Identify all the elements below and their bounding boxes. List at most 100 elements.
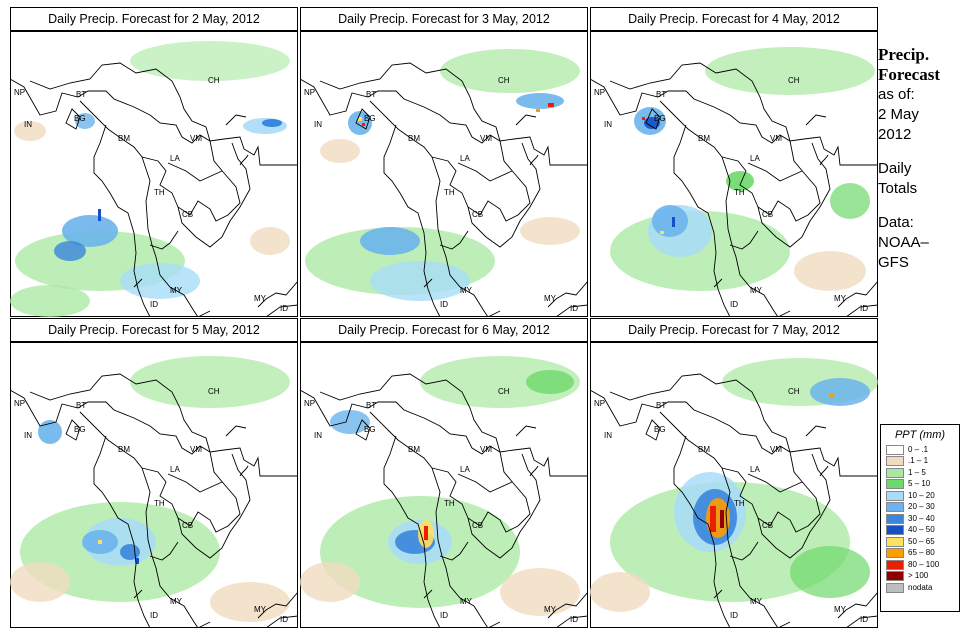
legend-item: 80 – 100 — [886, 559, 959, 571]
legend-item: > 100 — [886, 571, 959, 583]
svg-text:LA: LA — [460, 154, 470, 163]
legend-label: 30 – 40 — [908, 513, 935, 523]
svg-text:CH: CH — [498, 76, 510, 85]
legend-item: 40 – 50 — [886, 525, 959, 537]
daily-label: Daily — [878, 160, 912, 177]
label-cb: CB — [182, 210, 193, 219]
rain-field — [10, 356, 290, 622]
asof-year: 2012 — [878, 126, 912, 143]
legend-swatch — [886, 467, 904, 478]
svg-text:NP: NP — [594, 88, 605, 97]
svg-text:NP: NP — [304, 88, 315, 97]
svg-text:ID: ID — [150, 611, 158, 620]
svg-text:BM: BM — [118, 445, 130, 454]
svg-text:ID: ID — [730, 611, 738, 620]
label-bt: BT — [76, 90, 86, 99]
legend-label: 80 – 100 — [908, 559, 940, 569]
legend-label: 50 – 65 — [908, 536, 935, 546]
svg-text:BG: BG — [364, 425, 376, 434]
svg-text:BG: BG — [74, 425, 86, 434]
totals-label: Totals — [878, 180, 918, 197]
svg-text:ID: ID — [570, 615, 578, 624]
label-in: IN — [24, 120, 32, 129]
svg-text:BT: BT — [656, 90, 666, 99]
svg-text:CB: CB — [182, 521, 193, 530]
legend-swatch — [886, 479, 904, 490]
legend-swatch — [886, 490, 904, 501]
legend-swatch — [886, 513, 904, 524]
legend-label: 10 – 20 — [908, 490, 935, 500]
svg-text:NP: NP — [304, 399, 315, 408]
legend-swatch — [886, 444, 904, 455]
asof-date: 2 May — [878, 106, 919, 123]
svg-text:BG: BG — [654, 425, 666, 434]
svg-text:VM: VM — [480, 134, 492, 143]
svg-text:VM: VM — [770, 445, 782, 454]
svg-text:MY: MY — [460, 286, 473, 295]
precip-map: NP BT BG IN BM CH VM LA TH CB MY ID MY I… — [589, 31, 879, 318]
svg-text:ID: ID — [440, 300, 448, 309]
svg-text:TH: TH — [444, 499, 455, 508]
svg-text:CB: CB — [472, 210, 483, 219]
svg-text:LA: LA — [170, 465, 180, 474]
legend-item: 20 – 30 — [886, 502, 959, 514]
label-ch: CH — [208, 76, 220, 85]
precip-map: NP BT BG IN BM CH VM LA TH CB MY ID MY I… — [9, 31, 299, 318]
svg-text:CH: CH — [788, 76, 800, 85]
sidebar-title: Precip. — [878, 45, 930, 64]
svg-text:MY: MY — [170, 597, 183, 606]
svg-text:TH: TH — [734, 188, 745, 197]
svg-text:BM: BM — [698, 134, 710, 143]
legend-item: 5 – 10 — [886, 479, 959, 491]
precip-map: NP BT BG IN BM CH VM LA TH CB MY ID MY I… — [9, 342, 299, 629]
svg-text:VM: VM — [770, 134, 782, 143]
svg-text:CH: CH — [208, 387, 220, 396]
svg-text:CH: CH — [788, 387, 800, 396]
precip-map: NP BT BG IN BM CH VM LA TH CB MY ID MY I… — [299, 31, 589, 318]
legend-label: 20 – 30 — [908, 502, 935, 512]
label-bm: BM — [118, 134, 130, 143]
svg-text:IN: IN — [314, 431, 322, 440]
label-my: MY — [170, 286, 183, 295]
svg-text:ID: ID — [860, 615, 868, 624]
legend-item: .1 – 1 — [886, 456, 959, 468]
legend-swatch — [886, 525, 904, 536]
asof-label: as of: — [878, 86, 915, 103]
legend-label: 65 – 80 — [908, 548, 935, 558]
svg-text:TH: TH — [734, 499, 745, 508]
legend-item: 50 – 65 — [886, 536, 959, 548]
svg-text:VM: VM — [480, 445, 492, 454]
legend-item: 10 – 20 — [886, 490, 959, 502]
legend-item: 0 – .1 — [886, 444, 959, 456]
label-id: ID — [150, 300, 158, 309]
svg-text:BM: BM — [408, 134, 420, 143]
label-my-2: MY — [254, 294, 267, 303]
panel-title: Daily Precip. Forecast for 7 May, 2012 — [590, 318, 878, 342]
svg-text:BT: BT — [366, 401, 376, 410]
info-sidebar: Precip. Forecast as of: 2 May 2012 Daily… — [878, 45, 963, 273]
rain-field — [300, 356, 580, 616]
label-np: NP — [14, 88, 25, 97]
svg-text:IN: IN — [604, 431, 612, 440]
legend-title: PPT (mm) — [894, 429, 946, 441]
legend-item: nodata — [886, 582, 959, 594]
svg-text:BT: BT — [656, 401, 666, 410]
rain-field — [590, 358, 878, 612]
svg-text:NP: NP — [14, 399, 25, 408]
svg-text:MY: MY — [750, 597, 763, 606]
legend-swatch — [886, 502, 904, 513]
panel-title: Daily Precip. Forecast for 2 May, 2012 — [10, 7, 298, 31]
panel-title: Daily Precip. Forecast for 3 May, 2012 — [300, 7, 588, 31]
svg-text:MY: MY — [750, 286, 763, 295]
rain-field — [10, 41, 290, 317]
svg-text:LA: LA — [750, 154, 760, 163]
legend-swatch — [886, 571, 904, 582]
label-th: TH — [154, 188, 165, 197]
legend-swatch — [886, 548, 904, 559]
svg-text:IN: IN — [314, 120, 322, 129]
svg-text:CB: CB — [762, 521, 773, 530]
svg-text:MY: MY — [254, 605, 267, 614]
svg-text:ID: ID — [860, 304, 868, 313]
svg-text:MY: MY — [544, 605, 557, 614]
